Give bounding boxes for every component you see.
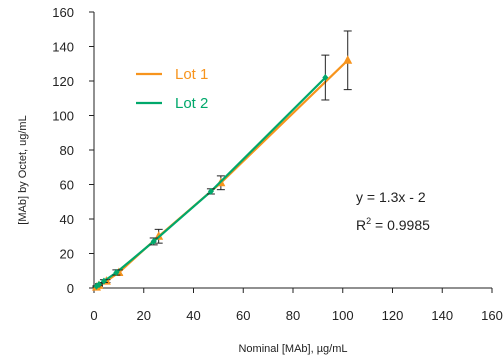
series-layer <box>91 30 353 291</box>
y-axis-ticks: 0 20 40 60 80 100 120 140 160 <box>52 5 94 296</box>
data-point-diamond <box>113 268 120 276</box>
regression-equation: y = 1.3x - 2 <box>356 189 426 205</box>
y-axis-label: [MAb] by Octet, ug/mL <box>17 115 29 224</box>
x-axis-label: Nominal [MAb], µg/mL <box>238 343 347 355</box>
x-tick-label: 140 <box>431 308 453 323</box>
data-point-diamond <box>100 277 107 285</box>
y-tick-label: 120 <box>52 74 74 89</box>
data-point-diamond <box>207 187 214 195</box>
r-squared: R2 = 0.9985 <box>356 216 430 233</box>
y-tick-label: 80 <box>60 143 74 158</box>
y-tick-label: 60 <box>60 178 74 193</box>
y-tick-label: 140 <box>52 40 74 55</box>
y-tick-label: 100 <box>52 109 74 124</box>
series-lot-2 <box>92 54 330 290</box>
x-tick-label: 0 <box>90 308 97 323</box>
data-point-diamond <box>322 74 329 82</box>
x-tick-label: 120 <box>382 308 404 323</box>
x-tick-label: 60 <box>236 308 250 323</box>
x-tick-label: 100 <box>332 308 354 323</box>
y-tick-label: 40 <box>60 212 74 227</box>
y-tick-label: 20 <box>60 247 74 262</box>
x-tick-label: 20 <box>137 308 151 323</box>
data-point-triangle <box>343 55 353 64</box>
r-squared-superscript: 2 <box>366 216 371 226</box>
legend: Lot 1 Lot 2 <box>136 66 208 112</box>
x-tick-label: 80 <box>286 308 300 323</box>
series-lot-1 <box>91 30 353 291</box>
y-tick-label: 160 <box>52 5 74 20</box>
y-tick-label: 0 <box>67 281 74 296</box>
x-tick-label: 40 <box>186 308 200 323</box>
data-point-diamond <box>150 237 157 245</box>
x-tick-label: 160 <box>481 308 503 323</box>
series-line <box>95 76 327 288</box>
x-axis-ticks: 0 20 40 60 80 100 120 140 160 <box>90 288 503 323</box>
legend-label-lot2: Lot 2 <box>175 95 208 112</box>
legend-label-lot1: Lot 1 <box>175 66 208 83</box>
data-point-diamond <box>95 281 102 289</box>
